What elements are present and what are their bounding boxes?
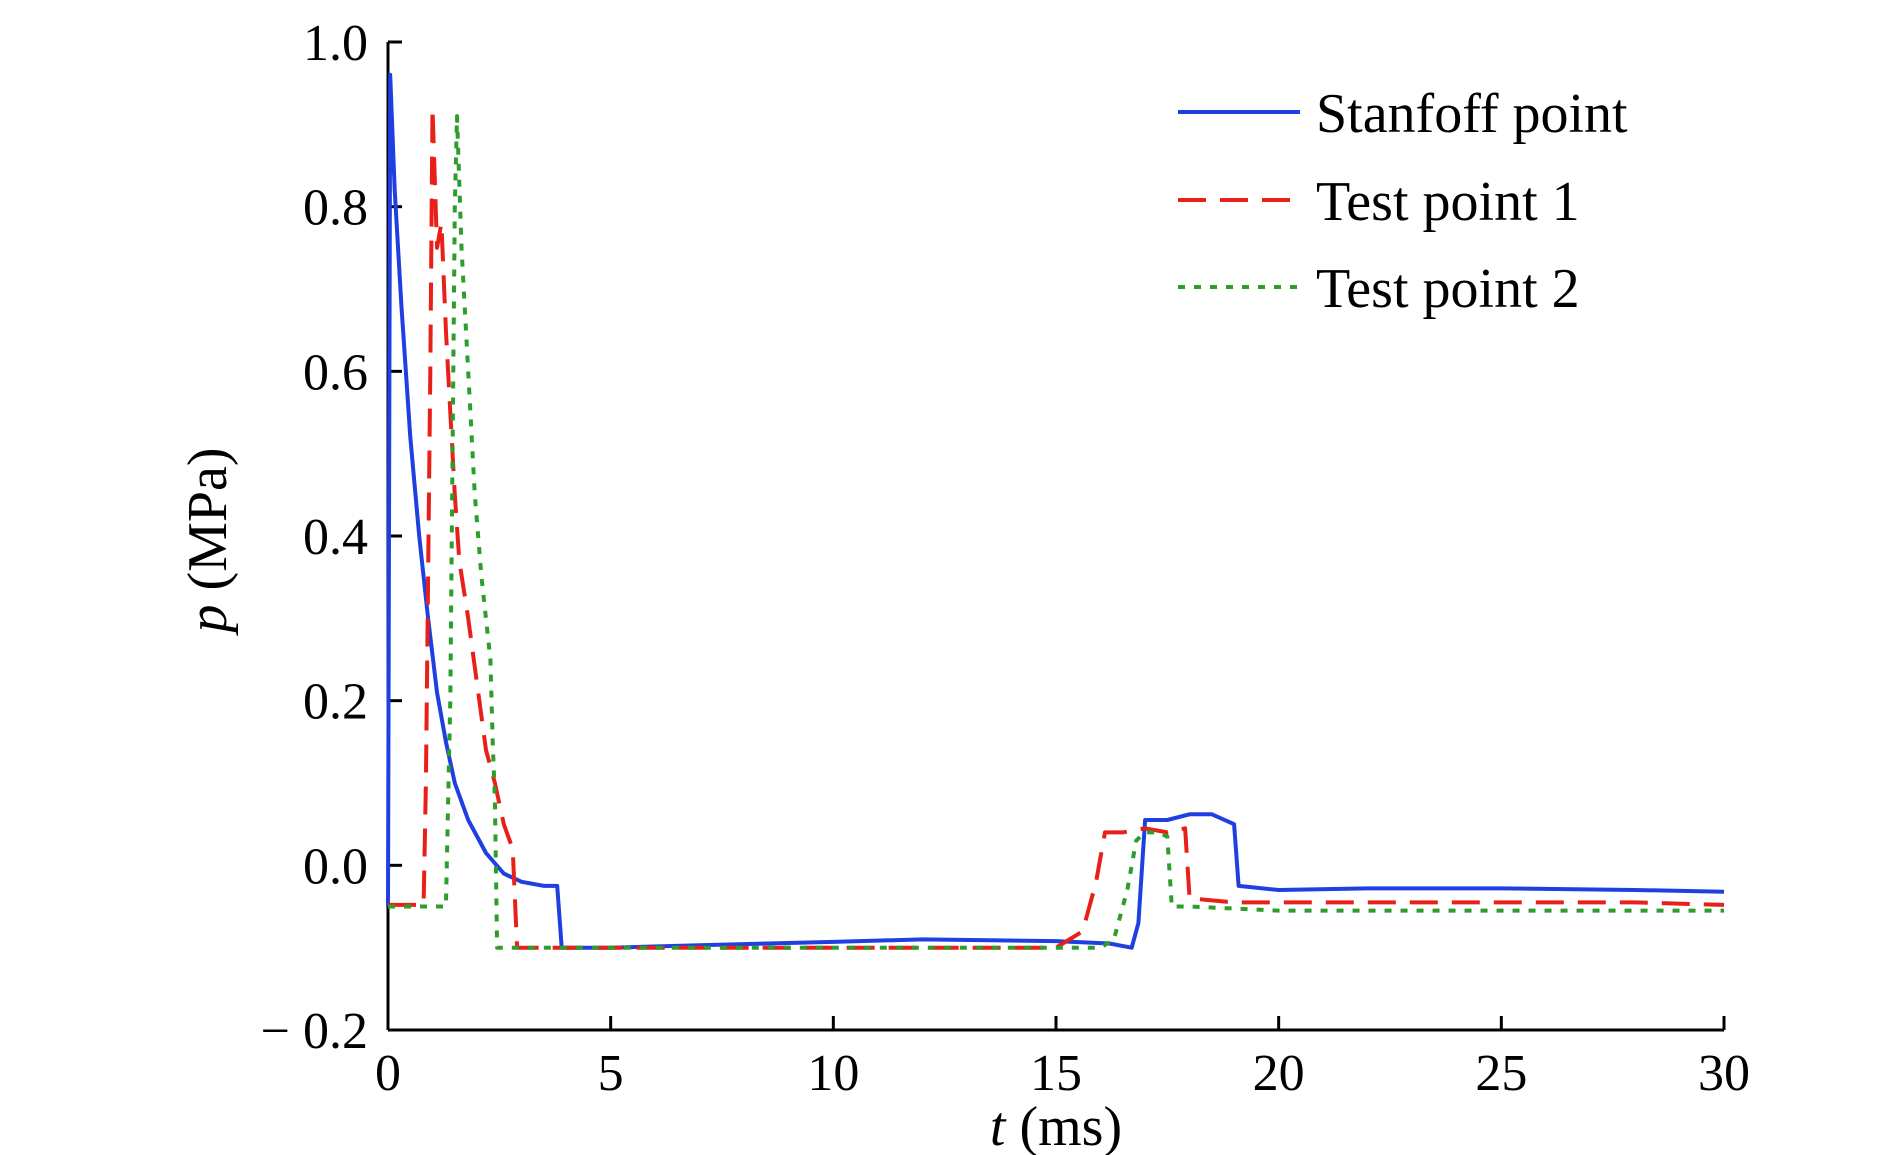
legend-label-test-point-1: Test point 1 (1316, 171, 1580, 233)
y-tick-label: 0.4 (303, 509, 368, 566)
x-tick-label: 0 (375, 1045, 401, 1102)
x-tick-label: 20 (1253, 1045, 1305, 1102)
y-tick-label: 0.2 (303, 674, 368, 731)
y-tick-label: 0.0 (303, 838, 368, 895)
y-ticks: − 0.2 0.0 0.2 0.4 0.6 0.8 1.0 (261, 15, 402, 1060)
x-tick-label: 15 (1030, 1045, 1082, 1102)
y-tick-label: − 0.2 (261, 1003, 368, 1060)
x-tick-label: 25 (1475, 1045, 1527, 1102)
x-axis-variable: t (990, 1096, 1007, 1155)
y-axis-variable: p (177, 605, 239, 637)
series-line-2 (388, 105, 1725, 950)
legend-label-stanfoff: Stanfoff point (1316, 83, 1628, 145)
legend: Stanfoff point Test point 1 Test point 2 (1178, 83, 1628, 320)
x-tick-label: 10 (807, 1045, 859, 1102)
y-tick-label: 0.8 (303, 180, 368, 237)
y-tick-label: 1.0 (303, 15, 368, 72)
x-tick-label: 5 (598, 1045, 624, 1102)
y-tick-label: 0.6 (303, 344, 368, 401)
legend-label-test-point-2: Test point 2 (1316, 258, 1580, 320)
x-ticks: 0 5 10 15 20 25 30 (375, 1016, 1750, 1102)
y-axis-title: p (MPa) (177, 447, 239, 636)
y-axis-unit: (MPa) (177, 447, 239, 604)
x-axis-unit: (ms) (1005, 1096, 1122, 1155)
x-tick-label: 30 (1698, 1045, 1750, 1102)
x-axis-title: t (ms) (990, 1096, 1122, 1155)
series-layer (386, 72, 1725, 950)
series-line-3 (388, 114, 1724, 950)
